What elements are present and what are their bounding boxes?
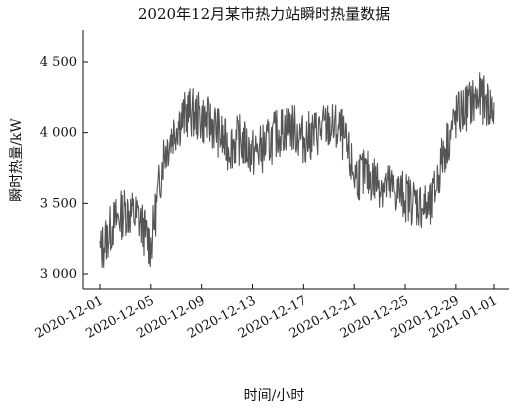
y-tick-label: 3 500 <box>40 196 77 211</box>
y-tick-label: 4 500 <box>40 55 77 70</box>
series-line <box>99 72 495 268</box>
x-axis-label: 时间/小时 <box>244 388 305 404</box>
y-axis-label: 瞬时热量/kW <box>9 118 25 202</box>
y-tick-label: 3 000 <box>40 267 77 282</box>
chart-title: 2020年12月某市热力站瞬时热量数据 <box>138 5 390 23</box>
y-tick-label: 4 000 <box>40 126 77 141</box>
y-axis-ticks: 3 000 3 500 4 000 4 500 <box>40 55 88 282</box>
x-axis-ticks: 2020-12-012020-12-052020-12-092020-12-13… <box>33 284 500 342</box>
